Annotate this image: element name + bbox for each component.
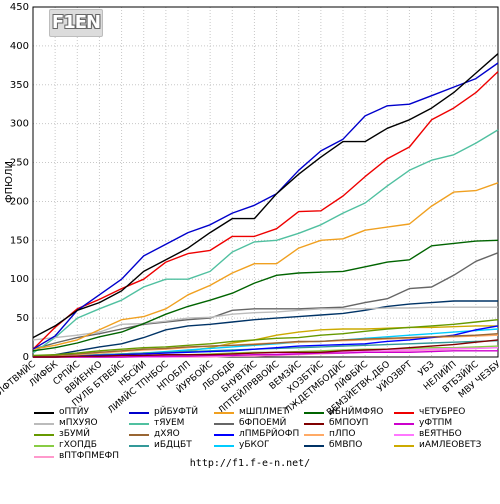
legend-label: иБНЙМФЯО <box>329 407 384 417</box>
legend-label: зБУМЙ <box>59 429 90 439</box>
legend-swatch <box>304 423 324 425</box>
legend-swatch <box>129 412 149 414</box>
legend-swatch <box>304 412 324 414</box>
legend-swatch <box>394 445 414 447</box>
y-tick-label: 450 <box>10 2 29 13</box>
y-tick-label: 50 <box>16 313 29 324</box>
legend-label: вЕЯТНБО <box>419 429 462 439</box>
series-line <box>32 333 499 358</box>
legend-swatch <box>34 423 54 425</box>
y-tick-label: 250 <box>10 158 29 169</box>
legend-swatch <box>304 434 324 436</box>
series-line <box>32 300 498 358</box>
legend-swatch <box>214 445 234 447</box>
legend-label: рЙБУФТЙ <box>154 407 199 417</box>
legend-swatch <box>394 434 414 436</box>
legend-label: мШПЛМЕТ <box>239 407 288 417</box>
legend-label: оПТЙУ <box>59 407 89 417</box>
legend-swatch <box>214 412 234 414</box>
logo: F1EN <box>49 9 103 37</box>
footer-url: http://f1.f-e-n.net/ <box>189 458 311 469</box>
y-tick-label: 300 <box>10 119 29 130</box>
series-line <box>33 339 499 358</box>
series-line <box>32 319 499 357</box>
legend-label: пЛПО <box>329 429 356 439</box>
legend-label: дХЯО <box>154 429 180 439</box>
legend-swatch <box>394 423 414 425</box>
legend-label: уБКОГ <box>239 440 270 450</box>
series-line <box>32 306 498 341</box>
legend-label: бМПОУП <box>329 418 369 428</box>
logo-text: F1EN <box>51 12 101 33</box>
y-tick-label: 0 <box>23 352 29 363</box>
legend-swatch <box>129 434 149 436</box>
legend: оПТЙУ рЙБУФТЙ мШПЛМЕТ иБНЙМФЯО чЕТУБРЕО мПХУЯ… <box>34 407 494 461</box>
legend-label: иАМЛЕОВЕТЗ <box>419 440 482 450</box>
series-line <box>33 350 498 358</box>
legend-label: уФТПМ <box>419 418 453 428</box>
series-line <box>32 182 499 350</box>
y-tick-label: 400 <box>10 41 29 52</box>
legend-label: бМВПО <box>329 440 363 450</box>
legend-swatch <box>214 423 234 425</box>
axes-layer <box>32 6 499 358</box>
legend-label: мПХУЯО <box>59 418 98 428</box>
legend-label: вПТФПМЕФП <box>59 451 120 461</box>
y-tick-label: 350 <box>10 80 29 91</box>
legend-swatch <box>214 434 234 436</box>
legend-label: лПМБРЙОФП <box>239 429 300 439</box>
legend-label: тЯУЕМ <box>154 418 185 428</box>
legend-swatch <box>34 456 54 458</box>
y-axis-label: ФПЮЛИ <box>4 161 15 203</box>
legend-swatch <box>129 423 149 425</box>
legend-swatch <box>34 445 54 447</box>
legend-swatch <box>129 445 149 447</box>
legend-swatch <box>34 434 54 436</box>
legend-label: чЕТУБРЕО <box>419 407 466 417</box>
series-line <box>32 252 499 350</box>
series-line <box>33 325 499 358</box>
series-line <box>32 239 499 352</box>
series-layer <box>32 53 499 358</box>
series-line <box>32 53 499 339</box>
legend-swatch <box>304 445 324 447</box>
legend-label: гХОПДБ <box>59 440 97 450</box>
series-line <box>32 62 499 350</box>
legend-label: иБДЦБТ <box>154 440 192 450</box>
legend-swatch <box>394 412 414 414</box>
legend-label: бФПОЕМЙ <box>239 418 287 428</box>
y-tick-label: 150 <box>10 235 29 246</box>
y-tick-label: 200 <box>10 196 29 207</box>
series-line <box>32 129 499 354</box>
series-line <box>32 71 499 350</box>
plot-frame <box>32 6 499 358</box>
legend-swatch <box>34 412 54 414</box>
y-tick-label: 100 <box>10 274 29 285</box>
